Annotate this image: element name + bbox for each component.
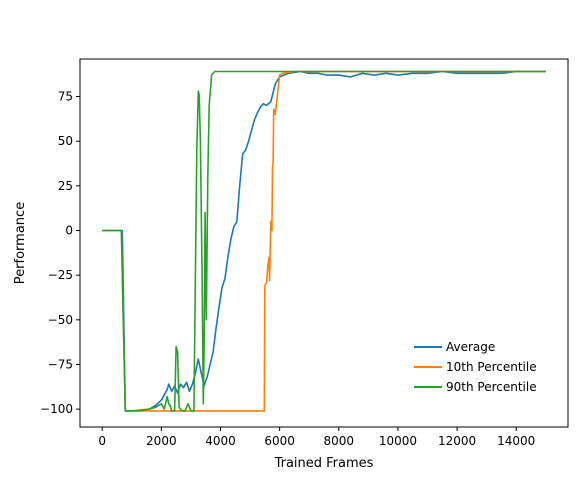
x-axis-label: Trained Frames bbox=[274, 456, 374, 471]
y-tick-label: −50 bbox=[48, 313, 73, 327]
legend-label-2: 10th Percentile bbox=[446, 360, 537, 374]
x-tick-label: 10000 bbox=[379, 434, 417, 448]
y-tick-label: 25 bbox=[58, 179, 73, 193]
y-tick-label: −100 bbox=[40, 402, 73, 416]
x-axis-ticks: 0 2000 4000 6000 8000 10000 12000 14000 bbox=[98, 427, 535, 448]
y-tick-label: 50 bbox=[58, 134, 73, 148]
x-tick-label: 4000 bbox=[205, 434, 236, 448]
plot-lines bbox=[102, 70, 546, 412]
y-tick-label: 0 bbox=[65, 223, 73, 237]
y-tick-label: −75 bbox=[48, 357, 73, 371]
axes-frame bbox=[79, 58, 569, 428]
y-axis-label: Performance bbox=[13, 202, 28, 284]
series-line-3 bbox=[102, 70, 546, 412]
y-tick-label: −25 bbox=[48, 268, 73, 282]
x-tick-label: 12000 bbox=[438, 434, 476, 448]
legend-label-3: 90th Percentile bbox=[446, 380, 537, 394]
x-tick-label: 14000 bbox=[497, 434, 535, 448]
x-tick-label: 0 bbox=[98, 434, 106, 448]
y-axis-ticks: −100 −75 −50 −25 0 25 50 75 bbox=[40, 90, 80, 416]
x-tick-label: 8000 bbox=[324, 434, 355, 448]
x-tick-label: 2000 bbox=[146, 434, 177, 448]
y-tick-label: 75 bbox=[58, 90, 73, 104]
series-line-1 bbox=[102, 70, 546, 412]
x-tick-label: 6000 bbox=[264, 434, 295, 448]
legend: Average 10th Percentile 90th Percentile bbox=[414, 340, 537, 394]
legend-label-1: Average bbox=[446, 340, 495, 354]
